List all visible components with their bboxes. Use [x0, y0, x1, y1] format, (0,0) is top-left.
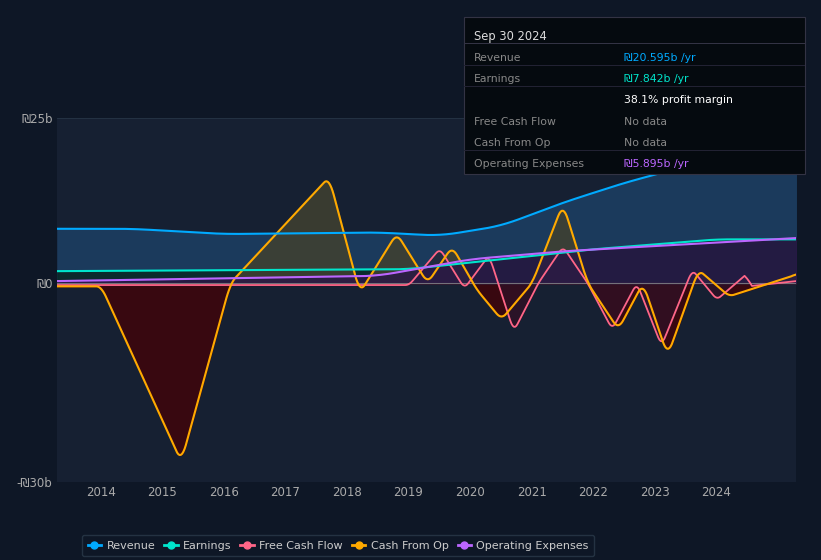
Text: Sep 30 2024: Sep 30 2024	[474, 30, 547, 43]
Text: Free Cash Flow: Free Cash Flow	[474, 116, 556, 127]
Text: 38.1% profit margin: 38.1% profit margin	[624, 95, 733, 105]
Legend: Revenue, Earnings, Free Cash Flow, Cash From Op, Operating Expenses: Revenue, Earnings, Free Cash Flow, Cash …	[82, 535, 594, 556]
Text: Operating Expenses: Operating Expenses	[474, 159, 584, 169]
Text: Earnings: Earnings	[474, 74, 521, 84]
Text: No data: No data	[624, 138, 667, 148]
Text: Cash From Op: Cash From Op	[474, 138, 550, 148]
Text: ₪7.842b /yr: ₪7.842b /yr	[624, 74, 689, 84]
Text: ₪20.595b /yr: ₪20.595b /yr	[624, 53, 695, 63]
Text: No data: No data	[624, 116, 667, 127]
Text: ₪5.895b /yr: ₪5.895b /yr	[624, 159, 689, 169]
Text: Revenue: Revenue	[474, 53, 521, 63]
